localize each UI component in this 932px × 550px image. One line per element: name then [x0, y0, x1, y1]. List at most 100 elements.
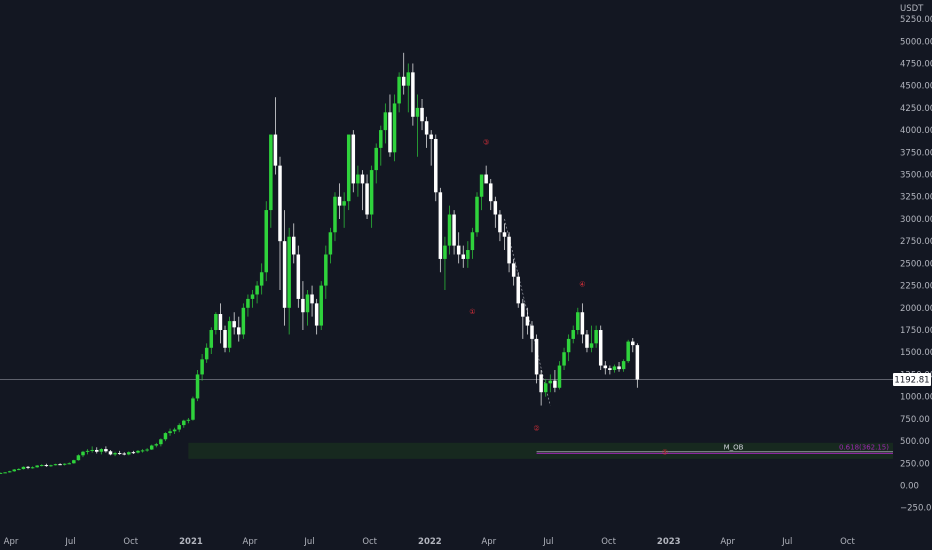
candle-body	[21, 466, 26, 470]
candle	[466, 241, 470, 268]
y-tick-label: −250.00	[900, 504, 932, 514]
candle	[140, 449, 145, 453]
candle	[296, 245, 301, 308]
x-tick-label: Oct	[362, 537, 377, 547]
candle	[0, 472, 3, 474]
candle	[488, 178, 493, 211]
candle-body	[259, 272, 264, 286]
wave-label: ①	[469, 308, 475, 316]
candle-body	[291, 236, 296, 255]
candle-body	[53, 464, 58, 466]
candle-body	[159, 439, 163, 445]
candle-body	[488, 183, 493, 202]
candle	[498, 210, 502, 242]
x-tick-label: 2021	[179, 537, 203, 547]
candle-body	[104, 449, 108, 452]
candle-body	[447, 214, 452, 246]
candle	[186, 417, 191, 424]
candle	[566, 334, 571, 362]
candle	[571, 325, 575, 344]
candle	[580, 303, 585, 344]
candle	[598, 325, 603, 370]
candle	[379, 125, 383, 166]
candle	[149, 444, 154, 450]
candle-body	[218, 314, 223, 331]
candle	[346, 134, 351, 211]
candle-body	[346, 134, 351, 202]
candle	[337, 183, 342, 219]
candle	[534, 334, 539, 384]
candle-body	[374, 147, 378, 171]
candle-body	[617, 366, 621, 370]
candle	[383, 103, 388, 144]
candle	[154, 442, 159, 448]
candle-body	[365, 183, 369, 215]
candle	[314, 298, 319, 335]
candle-body	[511, 263, 516, 277]
candle-body	[337, 196, 342, 206]
candle-body	[269, 134, 273, 211]
candle	[434, 134, 438, 202]
candle	[250, 290, 255, 308]
candle	[53, 463, 58, 466]
candle-body	[470, 232, 475, 251]
candle	[424, 116, 429, 148]
candle	[30, 466, 35, 469]
y-tick-label: 1750.00	[900, 326, 932, 336]
candle-body	[452, 214, 456, 246]
candle	[209, 327, 214, 355]
y-tick-label: 2250.00	[900, 282, 932, 292]
candle	[214, 312, 218, 335]
candle	[406, 63, 411, 113]
candle-body	[85, 450, 90, 452]
candle-body	[301, 298, 305, 313]
wave-label: ⑤	[662, 448, 668, 456]
candle	[342, 192, 346, 228]
y-tick-label: 2750.00	[900, 237, 932, 247]
candle	[3, 472, 7, 474]
x-tick-label: Jul	[64, 537, 75, 547]
candle	[191, 396, 195, 421]
x-tick-label: Apr	[720, 537, 735, 547]
candle	[539, 369, 543, 406]
candle	[269, 134, 273, 228]
candle-body	[406, 72, 411, 86]
candle	[401, 52, 406, 95]
candle-body	[415, 107, 420, 117]
candle	[163, 432, 168, 442]
candle	[360, 170, 365, 211]
candle	[608, 365, 612, 375]
candle	[259, 263, 264, 295]
candle	[113, 451, 117, 457]
candle-body	[502, 232, 507, 237]
candle-body	[12, 469, 17, 472]
candle	[447, 205, 452, 255]
candle	[40, 464, 44, 467]
order-block-label: M_OB	[724, 443, 744, 451]
candle-body	[186, 419, 191, 421]
candle-body	[58, 464, 62, 466]
y-tick-label: 4750.00	[900, 59, 932, 69]
candle-body	[72, 460, 76, 464]
candle	[420, 99, 424, 131]
candle-body	[466, 250, 470, 259]
candle-body	[227, 321, 232, 348]
candle-body	[621, 361, 626, 370]
candle-body	[438, 192, 443, 259]
candle	[475, 192, 479, 237]
candle-body	[507, 236, 511, 264]
candle-body	[3, 472, 7, 474]
candle	[104, 446, 108, 453]
wave-label: ③	[483, 138, 489, 146]
candle	[136, 449, 140, 454]
candle-body	[498, 214, 502, 233]
candle	[7, 470, 12, 473]
candle-body	[484, 174, 488, 184]
candle-body	[626, 341, 630, 362]
candle	[76, 454, 81, 461]
candle	[172, 427, 177, 434]
x-tick-label: 2023	[657, 537, 681, 547]
candle-body	[204, 347, 209, 360]
candle-body	[200, 359, 204, 375]
